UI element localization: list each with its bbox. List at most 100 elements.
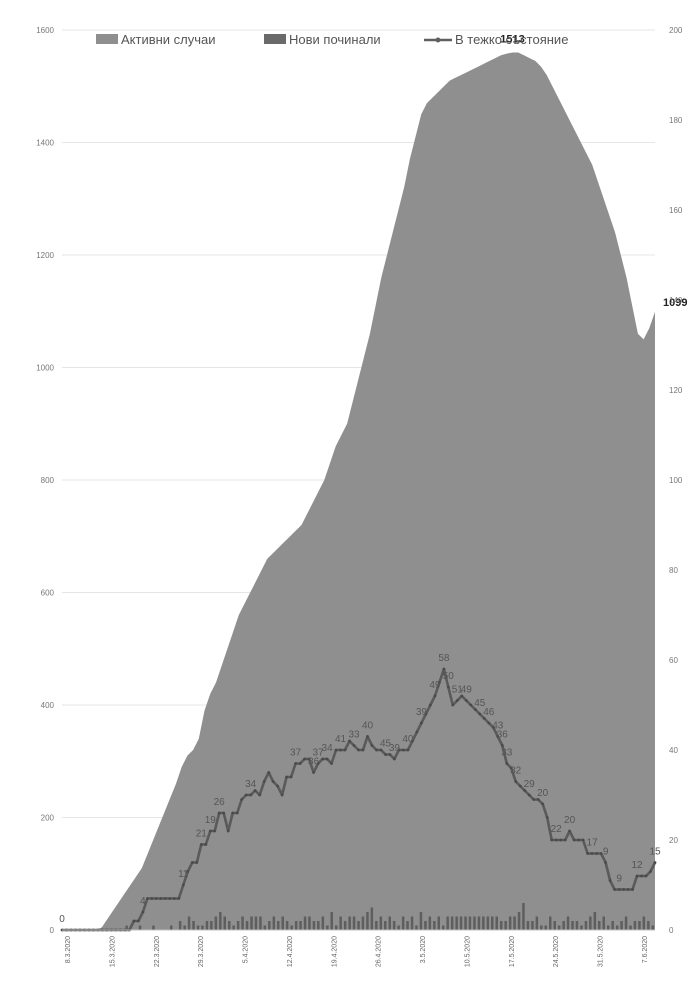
active-data-label: 1099 — [663, 297, 687, 309]
death-bar — [593, 912, 597, 930]
severe-data-label: 29 — [524, 779, 536, 790]
severe-point — [316, 762, 320, 765]
severe-point — [590, 852, 594, 855]
y-left-tick-label: 800 — [41, 476, 55, 485]
x-tick-label: 26.4.2020 — [376, 936, 383, 967]
severe-point — [276, 784, 279, 788]
legend: Активни случаи Нови починали В тежко със… — [96, 32, 568, 47]
death-bar — [424, 921, 427, 930]
death-bar — [615, 925, 619, 930]
death-bar — [491, 916, 494, 930]
severe-point — [473, 708, 477, 711]
death-bar — [205, 921, 209, 930]
death-bar — [477, 916, 481, 930]
death-bar — [187, 916, 191, 930]
death-bar — [361, 916, 365, 930]
death-bar — [602, 916, 605, 930]
severe-point — [231, 811, 235, 815]
death-bar — [245, 921, 249, 930]
death-bar — [437, 916, 440, 930]
severe-point — [379, 748, 383, 752]
severe-data-label: 17 — [587, 838, 599, 849]
severe-point — [146, 897, 149, 900]
severe-data-label: 33 — [501, 748, 513, 759]
death-bar — [330, 912, 333, 930]
severe-data-label: 58 — [438, 653, 450, 664]
death-bar — [259, 916, 262, 930]
death-bar — [308, 916, 311, 930]
death-bar — [611, 921, 614, 930]
severe-data-label: 36 — [497, 730, 509, 741]
severe-point — [554, 838, 558, 842]
x-tick-label: 3.5.2020 — [420, 936, 427, 963]
death-bar — [500, 921, 503, 930]
severe-point — [172, 897, 176, 900]
severe-point — [235, 811, 239, 815]
severe-point — [393, 757, 396, 761]
death-bar — [236, 921, 240, 930]
severe-point — [154, 897, 158, 900]
severe-point — [388, 753, 392, 756]
death-bar — [303, 916, 307, 930]
severe-point — [190, 861, 194, 864]
death-bar — [513, 916, 516, 930]
severe-point — [527, 793, 531, 797]
severe-data-label: 39 — [416, 707, 428, 718]
severe-point — [339, 748, 342, 752]
death-bar — [428, 916, 432, 930]
legend-label-severe: В тежко състояние — [455, 32, 568, 47]
severe-data-label: 9 — [603, 847, 609, 858]
death-bar — [281, 916, 284, 930]
x-tick-label: 29.3.2020 — [198, 936, 205, 967]
severe-point — [159, 897, 163, 900]
death-bar — [268, 921, 271, 930]
severe-point — [478, 712, 482, 716]
new-deaths-bars — [125, 903, 654, 930]
death-bar — [549, 916, 552, 930]
death-bar — [410, 916, 414, 930]
death-bar — [326, 925, 329, 930]
severe-point — [460, 694, 464, 698]
death-bar — [263, 925, 267, 930]
death-bar — [299, 921, 302, 930]
severe-point — [595, 852, 598, 855]
y-right-tick-label: 180 — [669, 116, 683, 125]
severe-point — [226, 829, 230, 833]
severe-point — [617, 888, 621, 891]
severe-data-label: 9 — [616, 874, 622, 885]
severe-point — [280, 793, 284, 797]
severe-point — [298, 762, 302, 765]
severe-point — [348, 739, 351, 743]
death-bar — [459, 916, 463, 930]
severe-data-label: 34 — [245, 779, 257, 790]
severe-data-label: 19 — [205, 815, 217, 826]
y-right-tick-label: 120 — [669, 386, 683, 395]
severe-point — [375, 748, 378, 752]
x-tick-label: 19.4.2020 — [331, 936, 338, 967]
death-bar — [446, 916, 449, 930]
severe-data-label: 49 — [461, 685, 473, 696]
severe-data-label: 41 — [335, 734, 347, 745]
severe-point — [177, 897, 181, 900]
severe-point — [199, 843, 203, 846]
severe-point — [572, 838, 576, 842]
severe-point — [289, 775, 293, 779]
severe-point — [649, 870, 652, 873]
death-bar — [321, 916, 325, 930]
y-left-tick-label: 200 — [41, 814, 55, 823]
severe-data-label: 36 — [308, 757, 320, 768]
death-bar — [553, 921, 556, 930]
x-tick-label: 22.3.2020 — [154, 936, 161, 967]
severe-point — [581, 838, 585, 842]
active-cases-area-path — [62, 52, 655, 930]
y-left-tick-label: 600 — [41, 589, 55, 598]
severe-point — [271, 780, 275, 783]
severe-point — [455, 699, 459, 702]
severe-point — [563, 838, 567, 842]
severe-data-label: 40 — [402, 734, 414, 745]
x-tick-label: 5.4.2020 — [243, 936, 250, 963]
severe-point — [568, 829, 571, 833]
severe-point — [361, 748, 365, 752]
death-bar — [272, 916, 276, 930]
death-bar — [317, 921, 320, 930]
